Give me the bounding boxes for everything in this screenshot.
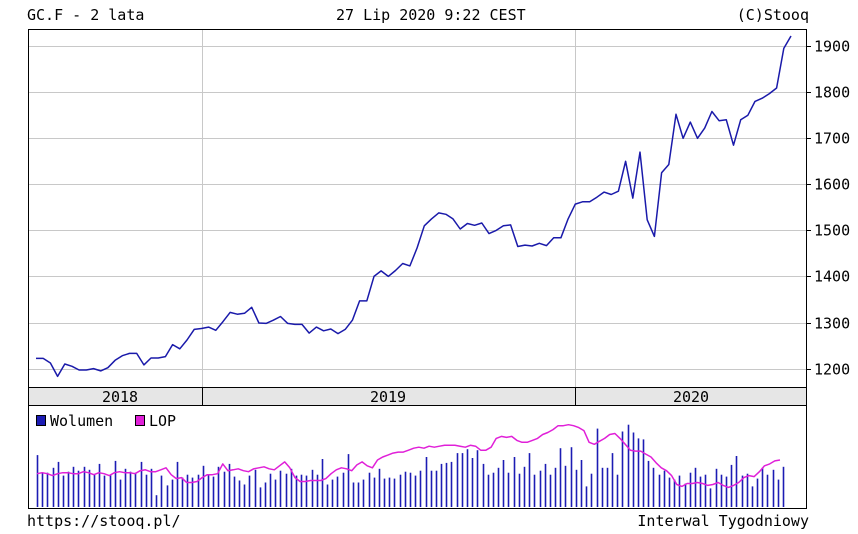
year-axis: 2018 2019 2020 xyxy=(102,388,709,406)
volume-bars xyxy=(36,424,785,507)
price-tick-label: 1400 xyxy=(814,268,850,286)
copyright-label: (C)Stooq xyxy=(736,6,809,24)
legend-swatch-wolumen xyxy=(36,415,46,426)
price-panel xyxy=(28,29,807,388)
legend: Wolumen LOP xyxy=(36,412,176,430)
legend-label-wolumen: Wolumen xyxy=(50,412,113,430)
price-grid xyxy=(29,30,806,387)
price-tick-label: 1300 xyxy=(814,315,850,333)
price-tick-label: 1900 xyxy=(814,38,850,56)
chart-title: GC.F - 2 lata xyxy=(27,6,145,24)
year-label: 2018 xyxy=(102,388,138,406)
legend-swatch-lop xyxy=(135,415,145,426)
volume-panel xyxy=(28,405,807,509)
price-tick-label: 1800 xyxy=(814,84,850,102)
source-url: https://stooq.pl/ xyxy=(27,512,181,530)
year-label: 2020 xyxy=(673,388,709,406)
price-line xyxy=(36,35,792,378)
interval-label: Interwal Tygodniowy xyxy=(637,512,809,530)
chart-timestamp: 27 Lip 2020 9:22 CEST xyxy=(336,6,526,24)
volume-grid xyxy=(202,387,576,405)
legend-label-lop: LOP xyxy=(149,412,176,430)
year-label: 2019 xyxy=(370,388,406,406)
price-tick-label: 1200 xyxy=(814,361,850,379)
lop-line xyxy=(36,423,781,489)
price-tick-label: 1700 xyxy=(814,130,850,148)
price-tick-label: 1600 xyxy=(814,176,850,194)
price-axis: 1200 1300 1400 1500 1600 1700 1800 1900 xyxy=(806,38,850,379)
price-tick-label: 1500 xyxy=(814,222,850,240)
